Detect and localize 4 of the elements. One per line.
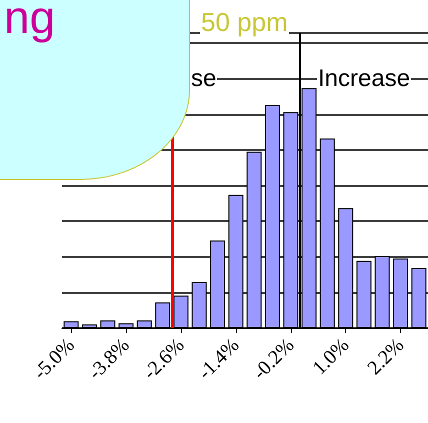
annotation: Increase — [317, 65, 412, 93]
text: ng — [4, 0, 56, 43]
text: 50 ppm — [200, 7, 289, 37]
annotation: se — [190, 65, 218, 93]
